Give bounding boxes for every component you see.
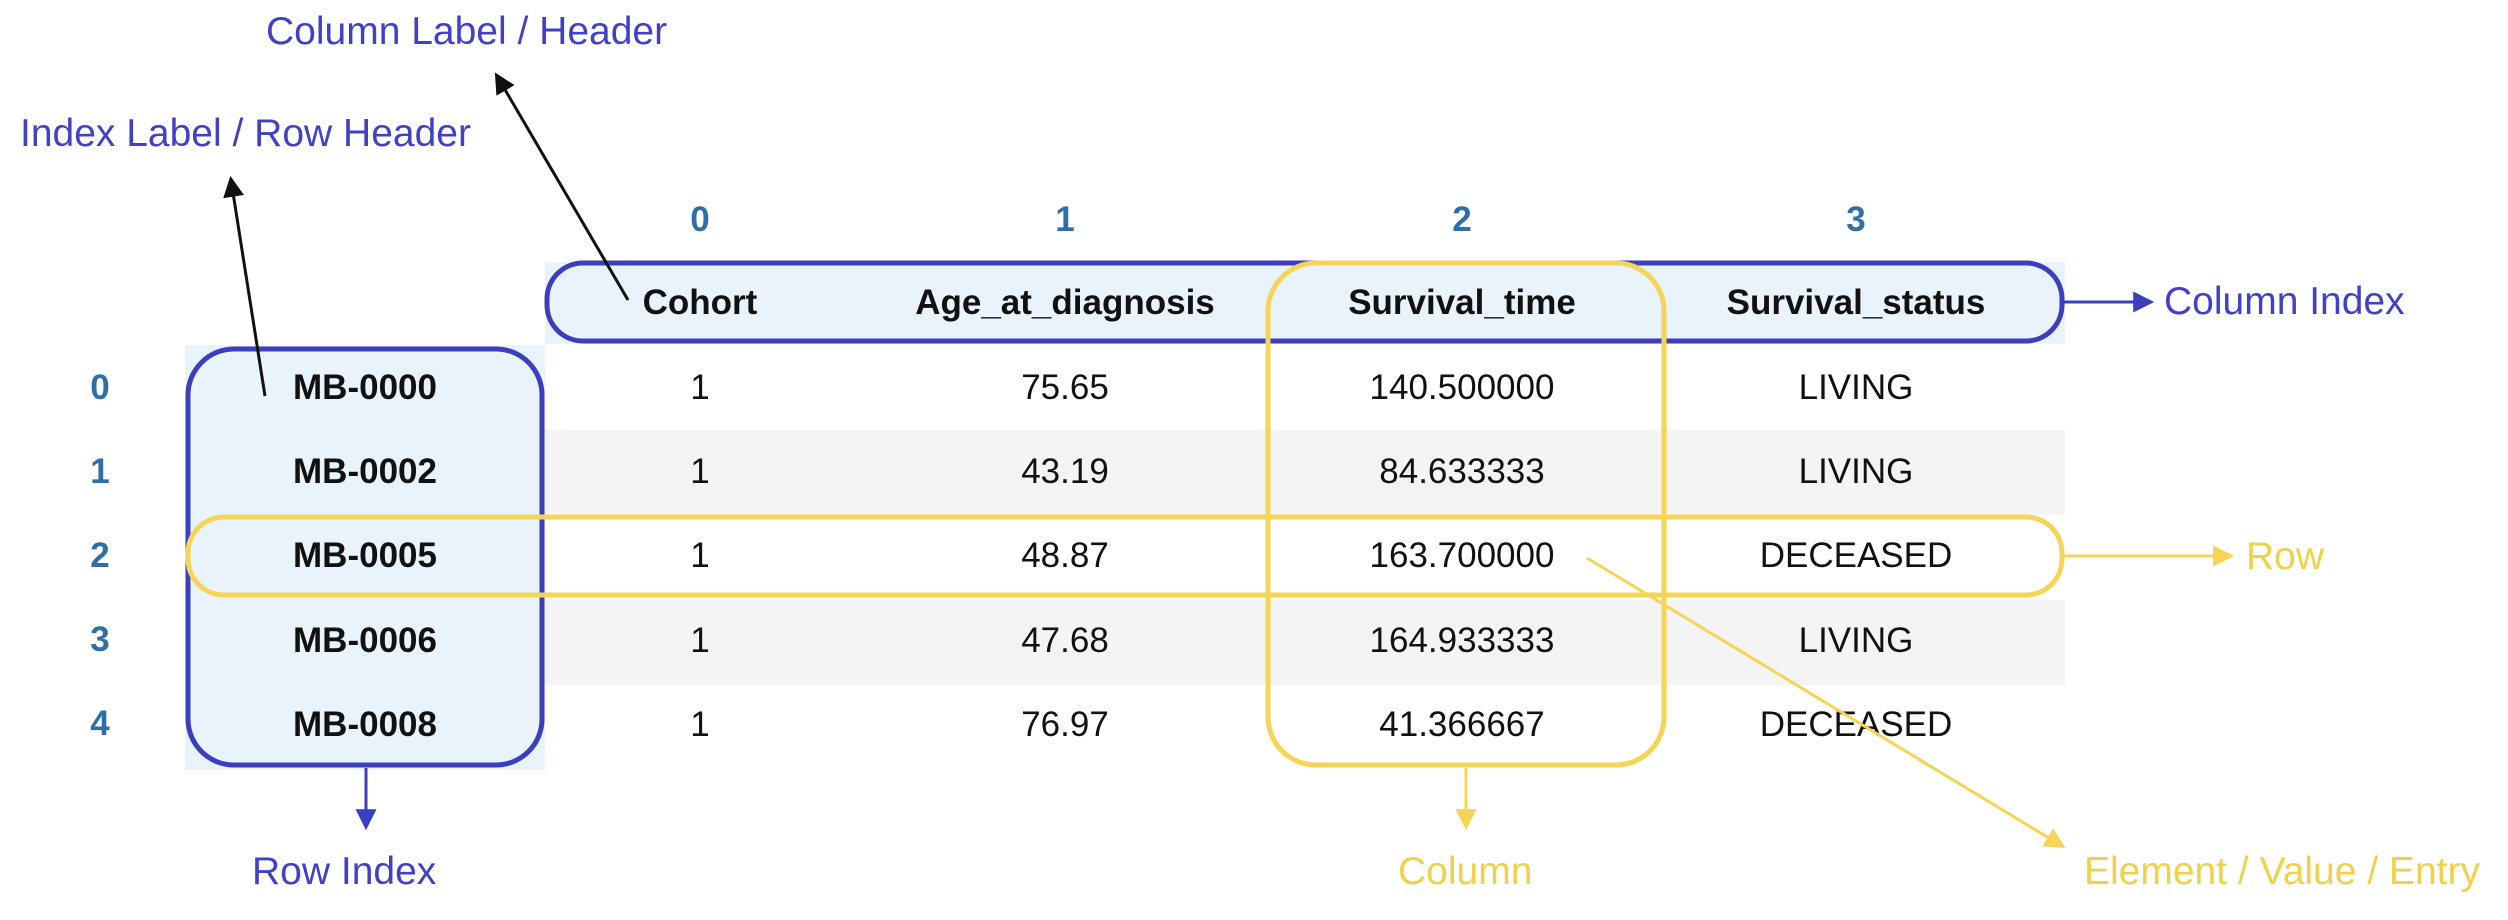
table-cell: 75.65 (1021, 368, 1109, 407)
column-position-2: 2 (1452, 200, 1472, 239)
table-cell: 84.633333 (1379, 452, 1545, 491)
column-annotation: Column (1398, 850, 1533, 893)
stripe-row-3 (545, 600, 2065, 685)
table-cell: LIVING (1798, 621, 1914, 660)
column-header-cohort: Cohort (642, 283, 758, 322)
table-cell: 163.700000 (1369, 536, 1555, 575)
row-index-box (185, 346, 545, 768)
table-cell: 1 (690, 621, 710, 660)
table-cell: 164.933333 (1369, 621, 1555, 660)
row-header-2: MB-0005 (293, 536, 437, 575)
table-cell: 43.19 (1021, 452, 1109, 491)
column-position-3: 3 (1846, 200, 1866, 239)
table-cell: 1 (690, 536, 710, 575)
column-position-0: 0 (690, 200, 710, 239)
row-header-0: MB-0000 (293, 368, 437, 407)
row-position-4: 4 (90, 704, 110, 743)
table-cell: 1 (690, 705, 710, 744)
table-cell: DECEASED (1759, 705, 1953, 744)
column-box (1265, 260, 1667, 768)
row-header-3: MB-0006 (293, 621, 437, 660)
element-arrow (1586, 556, 2066, 849)
row-header-band (185, 345, 545, 770)
column-label-annotation: Column Label / Header (266, 10, 668, 53)
column-index-annotation: Column Index (2164, 280, 2405, 323)
index-label-annotation: Index Label / Row Header (20, 112, 471, 155)
row-position-0: 0 (90, 368, 110, 407)
table-cell: DECEASED (1759, 536, 1953, 575)
column-position-1: 1 (1055, 200, 1075, 239)
table-cell: 1 (690, 452, 710, 491)
column-header-survival-status: Survival_status (1726, 283, 1986, 322)
row-header-4: MB-0008 (293, 705, 437, 744)
row-index-annotation: Row Index (252, 850, 437, 893)
table-cell: 76.97 (1021, 705, 1109, 744)
table-cell: 140.500000 (1369, 368, 1555, 407)
column-label-arrow (494, 72, 630, 301)
table-cell: 48.87 (1021, 536, 1109, 575)
header-row-band (545, 262, 2065, 344)
row-position-1: 1 (90, 452, 110, 491)
row-annotation: Row (2246, 535, 2325, 578)
row-header-1: MB-0002 (293, 452, 437, 491)
row-box (185, 514, 2065, 598)
table-cell: LIVING (1798, 368, 1914, 407)
table-cell: 41.366667 (1379, 705, 1545, 744)
table-cell: LIVING (1798, 452, 1914, 491)
column-header-survival-time: Survival_time (1348, 283, 1576, 322)
column-header-age-at-diagnosis: Age_at_diagnosis (915, 283, 1215, 322)
row-position-2: 2 (90, 536, 110, 575)
stripe-row-1 (545, 430, 2065, 515)
index-label-arrow (223, 175, 267, 397)
column-index-box (544, 260, 2065, 344)
table-cell: 1 (690, 368, 710, 407)
element-annotation: Element / Value / Entry (2084, 850, 2480, 893)
table-cell: 47.68 (1021, 621, 1109, 660)
row-position-3: 3 (90, 620, 110, 659)
